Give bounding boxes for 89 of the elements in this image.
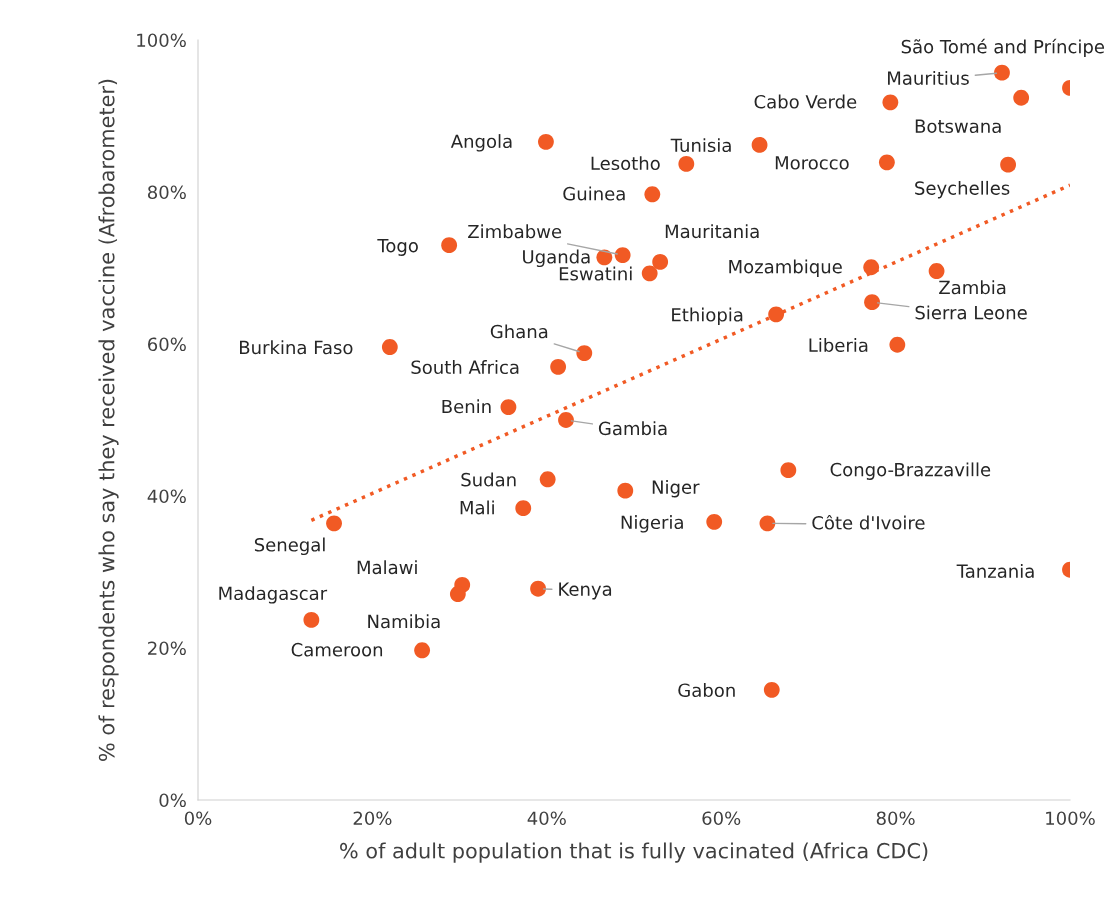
annotation: Gambia [598, 421, 667, 436]
annotation: Mauritania [665, 224, 759, 239]
annotation: Eswatini [559, 266, 632, 281]
point [644, 186, 661, 203]
annotation: Malawi [357, 560, 417, 575]
x-tick-label: 0% [184, 811, 212, 826]
annotation: Seychelles [915, 180, 1010, 199]
annotation: Sierra Leone [915, 305, 1027, 320]
annotation: Niger [652, 479, 700, 498]
y-tick-label: 20% [148, 641, 186, 656]
point [768, 306, 785, 323]
annotation: São Tomé and Príncipe [901, 38, 1105, 57]
point [864, 294, 880, 311]
annotation: Congo-Brazzaville [830, 462, 991, 480]
x-tick-label: 100% [1046, 811, 1095, 826]
y-tick-label: 80% [147, 185, 186, 200]
x-tick-label: 60% [702, 811, 741, 826]
y-tick-label: 60% [148, 337, 186, 352]
y-tick-label: 100% [137, 33, 186, 48]
point [763, 681, 780, 698]
point [678, 155, 695, 172]
annotation: Benin [442, 399, 491, 414]
annotation: Cameroon [291, 642, 383, 657]
annotation: Zimbabwe [468, 224, 562, 239]
point [449, 586, 466, 602]
x-tick-label: 40% [527, 811, 566, 826]
annotation: Senegal [254, 537, 325, 556]
point [515, 500, 532, 517]
annotation: Tunisia [670, 138, 731, 153]
point [863, 259, 880, 276]
y-tick-label: 0% [159, 793, 186, 808]
annotation: Côte d'Ivoire [812, 514, 925, 530]
annotation: Mozambique [729, 259, 842, 277]
point [558, 412, 574, 428]
annotation: Liberia [809, 338, 868, 352]
point [550, 358, 567, 375]
annotation: Nigeria [621, 515, 683, 533]
annotation: Tanzania [956, 563, 1034, 578]
point [617, 482, 634, 499]
point [414, 642, 431, 659]
point [381, 339, 398, 355]
point [1013, 89, 1030, 106]
annotation: Cabo Verde [754, 94, 857, 109]
point [641, 265, 658, 282]
annotation: Lesotho [591, 156, 660, 171]
annotation: Morocco [775, 156, 849, 170]
point [614, 247, 631, 263]
point [326, 515, 342, 532]
annotation: Angola [450, 134, 512, 152]
x-tick-label: 80% [876, 811, 915, 826]
point [994, 64, 1010, 81]
point [1000, 156, 1017, 173]
point [539, 471, 556, 488]
point [780, 462, 797, 479]
point [500, 399, 517, 415]
annotation: Zambia [939, 280, 1006, 295]
point [878, 154, 895, 171]
annotation: Mali [460, 500, 494, 515]
point [706, 513, 723, 530]
annotation: Uganda [523, 249, 590, 268]
y-tick-label: 40% [147, 489, 186, 504]
point [882, 94, 899, 111]
point [303, 611, 320, 628]
annotation: Namibia [368, 614, 440, 629]
annotation: Guinea [563, 186, 625, 201]
annotation: Togo [377, 239, 418, 256]
annotation: South Africa [411, 360, 519, 375]
annotation: Sudan [461, 472, 516, 487]
annotation: Kenya [559, 582, 612, 600]
y-axis-title: % of respondents who say they received vaccine (Afrobarometer) [98, 79, 119, 761]
x-axis-title: % of adult population that is fully vacinated (Africa CDC) [340, 842, 928, 863]
point [751, 136, 768, 153]
point [652, 254, 669, 270]
point [530, 580, 546, 597]
annotation: Madagascar [219, 586, 328, 604]
x-tick-label: 20% [353, 811, 392, 826]
point [759, 515, 776, 532]
point [441, 237, 458, 254]
annotation: Burkina Faso [240, 340, 353, 355]
point [596, 249, 613, 266]
annotation: Ethiopia [672, 307, 743, 326]
annotation: Mauritius [888, 70, 969, 85]
annotation: Botswana [915, 119, 1001, 133]
point [889, 336, 906, 353]
point [576, 345, 593, 362]
point [538, 133, 554, 150]
annotation: Gabon [678, 683, 735, 698]
annotation: Ghana [490, 324, 548, 339]
point [928, 263, 945, 279]
